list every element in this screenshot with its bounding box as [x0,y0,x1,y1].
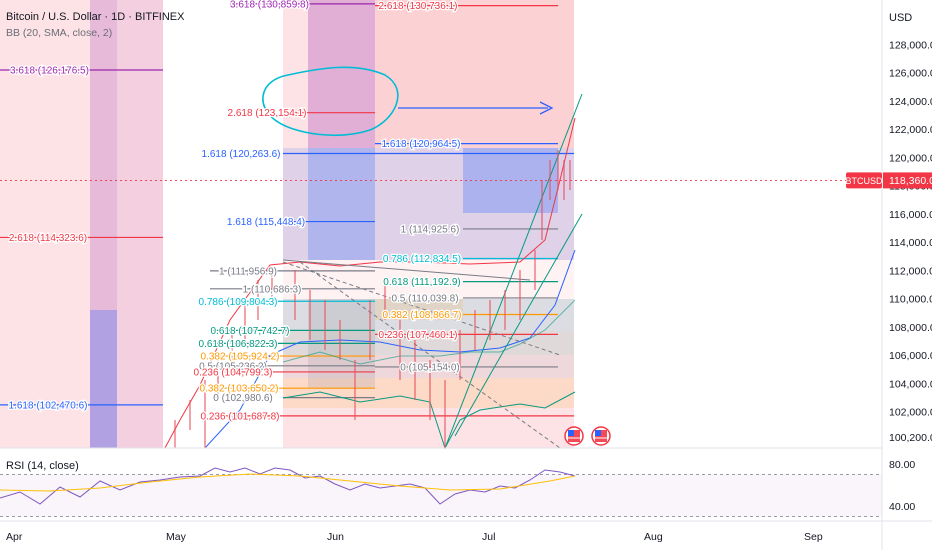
fib-level-label: 0.236 (107,460.1) [379,330,458,341]
fib-zone-mid-red [283,0,574,448]
fib-level-label: 0.236 (101,687.8) [201,411,280,422]
fib-level-label: 3.618 (130,859.8) [230,0,309,10]
fib-zone-inner-orange [375,299,463,320]
price-tick-label: 110,000.0 [889,294,932,306]
fib-zone-left-violet [117,0,163,448]
fib-zone-mid-purple [308,0,375,148]
chart-overlays [164,66,611,450]
fib-level-label: 0.236 (104,799.3) [194,367,273,378]
price-tick-label: 122,000.0 [889,124,932,136]
fib-level-label: 0.382 (105,924.2) [201,352,280,363]
price-tick-label: 124,000.0 [889,96,932,108]
price-tick-label: 116,000.0 [889,209,932,221]
fib-level-label: 1.618 (120,964.5) [382,139,461,150]
annotation-ellipse [262,66,399,136]
currency-label: USD [889,12,913,24]
current-price-tag[interactable] [883,172,932,189]
fib-level-label: 0.618 (107,742.7) [211,326,290,337]
flag-canton [568,430,574,436]
rsi-tick-label: 40.00 [889,501,915,513]
horizontal-trendline [282,259,531,281]
fib-zone-band-orange [283,378,574,408]
fib-level-label: 1 (111,956.9) [219,266,277,277]
fib-level-label: 0 (105,154.0) [400,362,460,373]
fib-level-label: 3.618 (126,176.5) [10,66,89,77]
fib-zone-left-blue [90,310,117,448]
price-tick-label: 100,200.0 [889,432,932,444]
price-axis-ticks[interactable]: 128,000.0 126,000.0 124,000.0 122,000.0 120,… [889,39,932,444]
time-axis-label: Sep [804,531,823,543]
rsi-ma-line [0,473,576,492]
fib-level-label: 1 (114,925.6) [401,224,460,235]
fib-level-label: 0.5 (105,236.2) [199,361,267,372]
rsi-tick-label: 80.00 [889,459,915,471]
symbol-badge-text: BTCUSD [845,176,883,186]
time-axis-label: Jul [482,531,495,543]
price-tick-label: 106,000.0 [889,350,932,362]
fib-level-label: 0.618 (111,192.9) [383,277,460,288]
price-tick-label: 112,000.0 [889,265,932,277]
fib-level-label: 0.382 (108,866.7) [383,310,462,321]
us-flag-icon[interactable] [564,426,584,446]
fib-zone-mid-blue-dark [308,148,375,260]
time-axis-label: Apr [6,531,23,543]
fib-zone-left-red [0,0,163,448]
fib-level-label: 0 (102,980.6) [213,393,273,404]
annotation-arrow-head [539,101,554,115]
time-axis-label: May [166,531,187,543]
bollinger-bands-indicator-label[interactable]: BB (20, SMA, close, 2) [6,27,113,39]
rsi-band-fill [0,474,882,517]
symbol-badge[interactable] [846,172,882,189]
price-tick-label: 120,000.0 [889,152,932,164]
price-tick-label: 128,000.0 [889,39,932,51]
fib-level-labels: 3.618 (130,859.8) 2.618 (130,736.1) 3.618 … [7,0,462,424]
candlesticks [174,150,571,448]
time-axis[interactable]: Apr May Jun Jul Aug Sep [6,531,823,543]
uptrend-channel-lower [454,213,583,437]
fib-level-lines [0,3,574,417]
fib-level-label: 2.618 (114,323.6) [9,233,87,244]
descending-trendline-2 [299,261,561,449]
fib-zone-left-purple [90,0,117,448]
rsi-indicator-label[interactable]: RSI (14, close) [6,460,79,472]
current-price-label: 118,360.0 [889,175,932,187]
fib-level-label: 1 (110,686.3) [243,284,302,295]
fib-level-label: 1.618 (115,448.4) [227,217,305,228]
fib-level-label: 0.786 (112,834.5) [383,254,461,265]
bollinger-upper-band [164,117,576,449]
fib-level-label: 0.382 (103,650.2) [200,384,279,395]
price-tick-label: 104,000.0 [889,378,932,390]
fib-level-label: 1.618 (102,470.6) [9,400,88,411]
uptrend-channel-upper [444,93,583,449]
time-axis-label: Aug [644,531,663,543]
symbol-title[interactable]: Bitcoin / U.S. Dollar · 1D · BITFINEX [6,11,185,23]
fib-zone-upper-red [375,0,574,148]
fib-level-label: 0.618 (106,822.3) [199,339,278,350]
fib-level-label: 2.618 (123,154.1) [228,108,307,119]
fib-level-label: 2.618 (130,736.1) [379,1,458,12]
price-tick-label: 114,000.0 [889,237,932,249]
fib-level-label: 0.5 (110,039.8) [391,293,458,304]
price-tick-label: 108,000.0 [889,322,932,334]
time-axis-label: Jun [327,531,344,543]
fib-zone-backgrounds [0,0,574,448]
price-tick-label: 126,000.0 [889,68,932,80]
flag-canton [595,430,601,436]
rsi-axis-ticks[interactable]: 80.00 40.00 [889,459,915,513]
price-tick-label: 102,000.0 [889,407,932,419]
fib-level-label: 0.786 (109,804.3) [199,297,278,308]
us-flag-icon[interactable] [591,426,611,446]
fib-level-label: 1.618 (120,263.6) [202,149,281,160]
